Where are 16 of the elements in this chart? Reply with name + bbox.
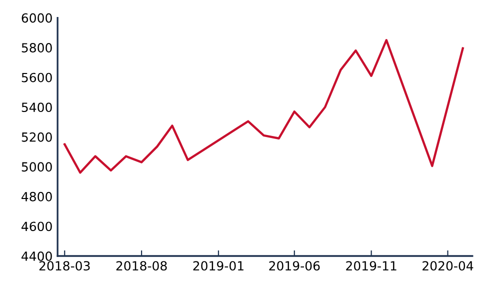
x-tick-label: 2019-11 bbox=[346, 261, 396, 271]
y-tick-label: 4600 bbox=[22, 222, 52, 232]
y-tick-label: 5200 bbox=[22, 132, 52, 142]
x-tick-label: 2018-08 bbox=[116, 261, 167, 271]
y-tick-label: 5800 bbox=[22, 43, 52, 52]
x-tick-label: 2019-01 bbox=[193, 261, 244, 271]
y-tick-label: 5400 bbox=[22, 102, 52, 112]
y-tick-label: 5600 bbox=[22, 72, 52, 82]
y-tick-label: 4800 bbox=[22, 192, 52, 202]
line-series bbox=[64, 39, 464, 174]
x-tick-label: 2018-03 bbox=[39, 261, 90, 271]
y-tick-label: 5000 bbox=[22, 162, 52, 172]
x-tick-label: 2019-06 bbox=[269, 261, 320, 271]
y-tick-label: 6000 bbox=[22, 13, 52, 23]
y-tick-label: 4400 bbox=[22, 251, 52, 261]
x-tick-label: 2020-04 bbox=[422, 261, 474, 271]
